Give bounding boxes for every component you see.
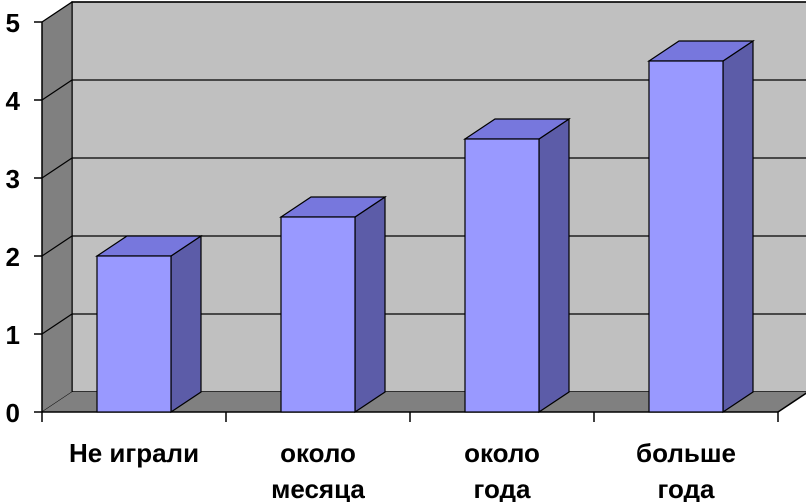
y-tick-label: 1 [6, 320, 20, 350]
y-tick-label: 5 [6, 8, 20, 38]
x-tick-label: больше года [636, 438, 736, 502]
floor-edge [777, 392, 806, 413]
chart-walls [41, 1, 806, 413]
y-tick-label: 0 [6, 398, 20, 428]
bar [95, 234, 203, 414]
floor [42, 392, 806, 412]
gridline [41, 79, 806, 101]
y-tick-label: 3 [6, 164, 20, 194]
x-tick-label-line: больше [636, 438, 736, 468]
y-tick-label: 2 [6, 242, 20, 272]
bar [647, 39, 755, 414]
y-axis-tick-labels: 0 1 2 3 4 5 [6, 8, 21, 428]
bar [463, 117, 571, 414]
gridline [41, 1, 806, 23]
x-axis-tick-labels: Не играли около месяца около года больше года [69, 438, 736, 502]
x-tick-label-line: около [464, 438, 540, 468]
x-tick-label: около года [464, 438, 540, 502]
x-tick-label: Не играли [69, 438, 199, 468]
y-tick-label: 4 [6, 86, 21, 116]
bar-front [280, 216, 356, 413]
x-tick-label-line: около [280, 438, 356, 468]
x-tick-label-line: года [658, 474, 716, 502]
x-tick-label-line: года [474, 474, 532, 502]
x-tick-label-line: месяца [271, 474, 365, 502]
bar-side [170, 234, 202, 414]
bar [279, 195, 387, 414]
bar-side [538, 117, 570, 414]
bar-front [648, 60, 724, 413]
x-tick-label-line: Не играли [69, 438, 199, 468]
x-tick-label: около месяца [271, 438, 365, 502]
bar-front [96, 255, 172, 413]
side-wall [41, 1, 73, 413]
bar-side [722, 39, 754, 414]
bar-front [464, 138, 540, 413]
chart-bars [95, 39, 755, 414]
bar-side [354, 195, 386, 414]
